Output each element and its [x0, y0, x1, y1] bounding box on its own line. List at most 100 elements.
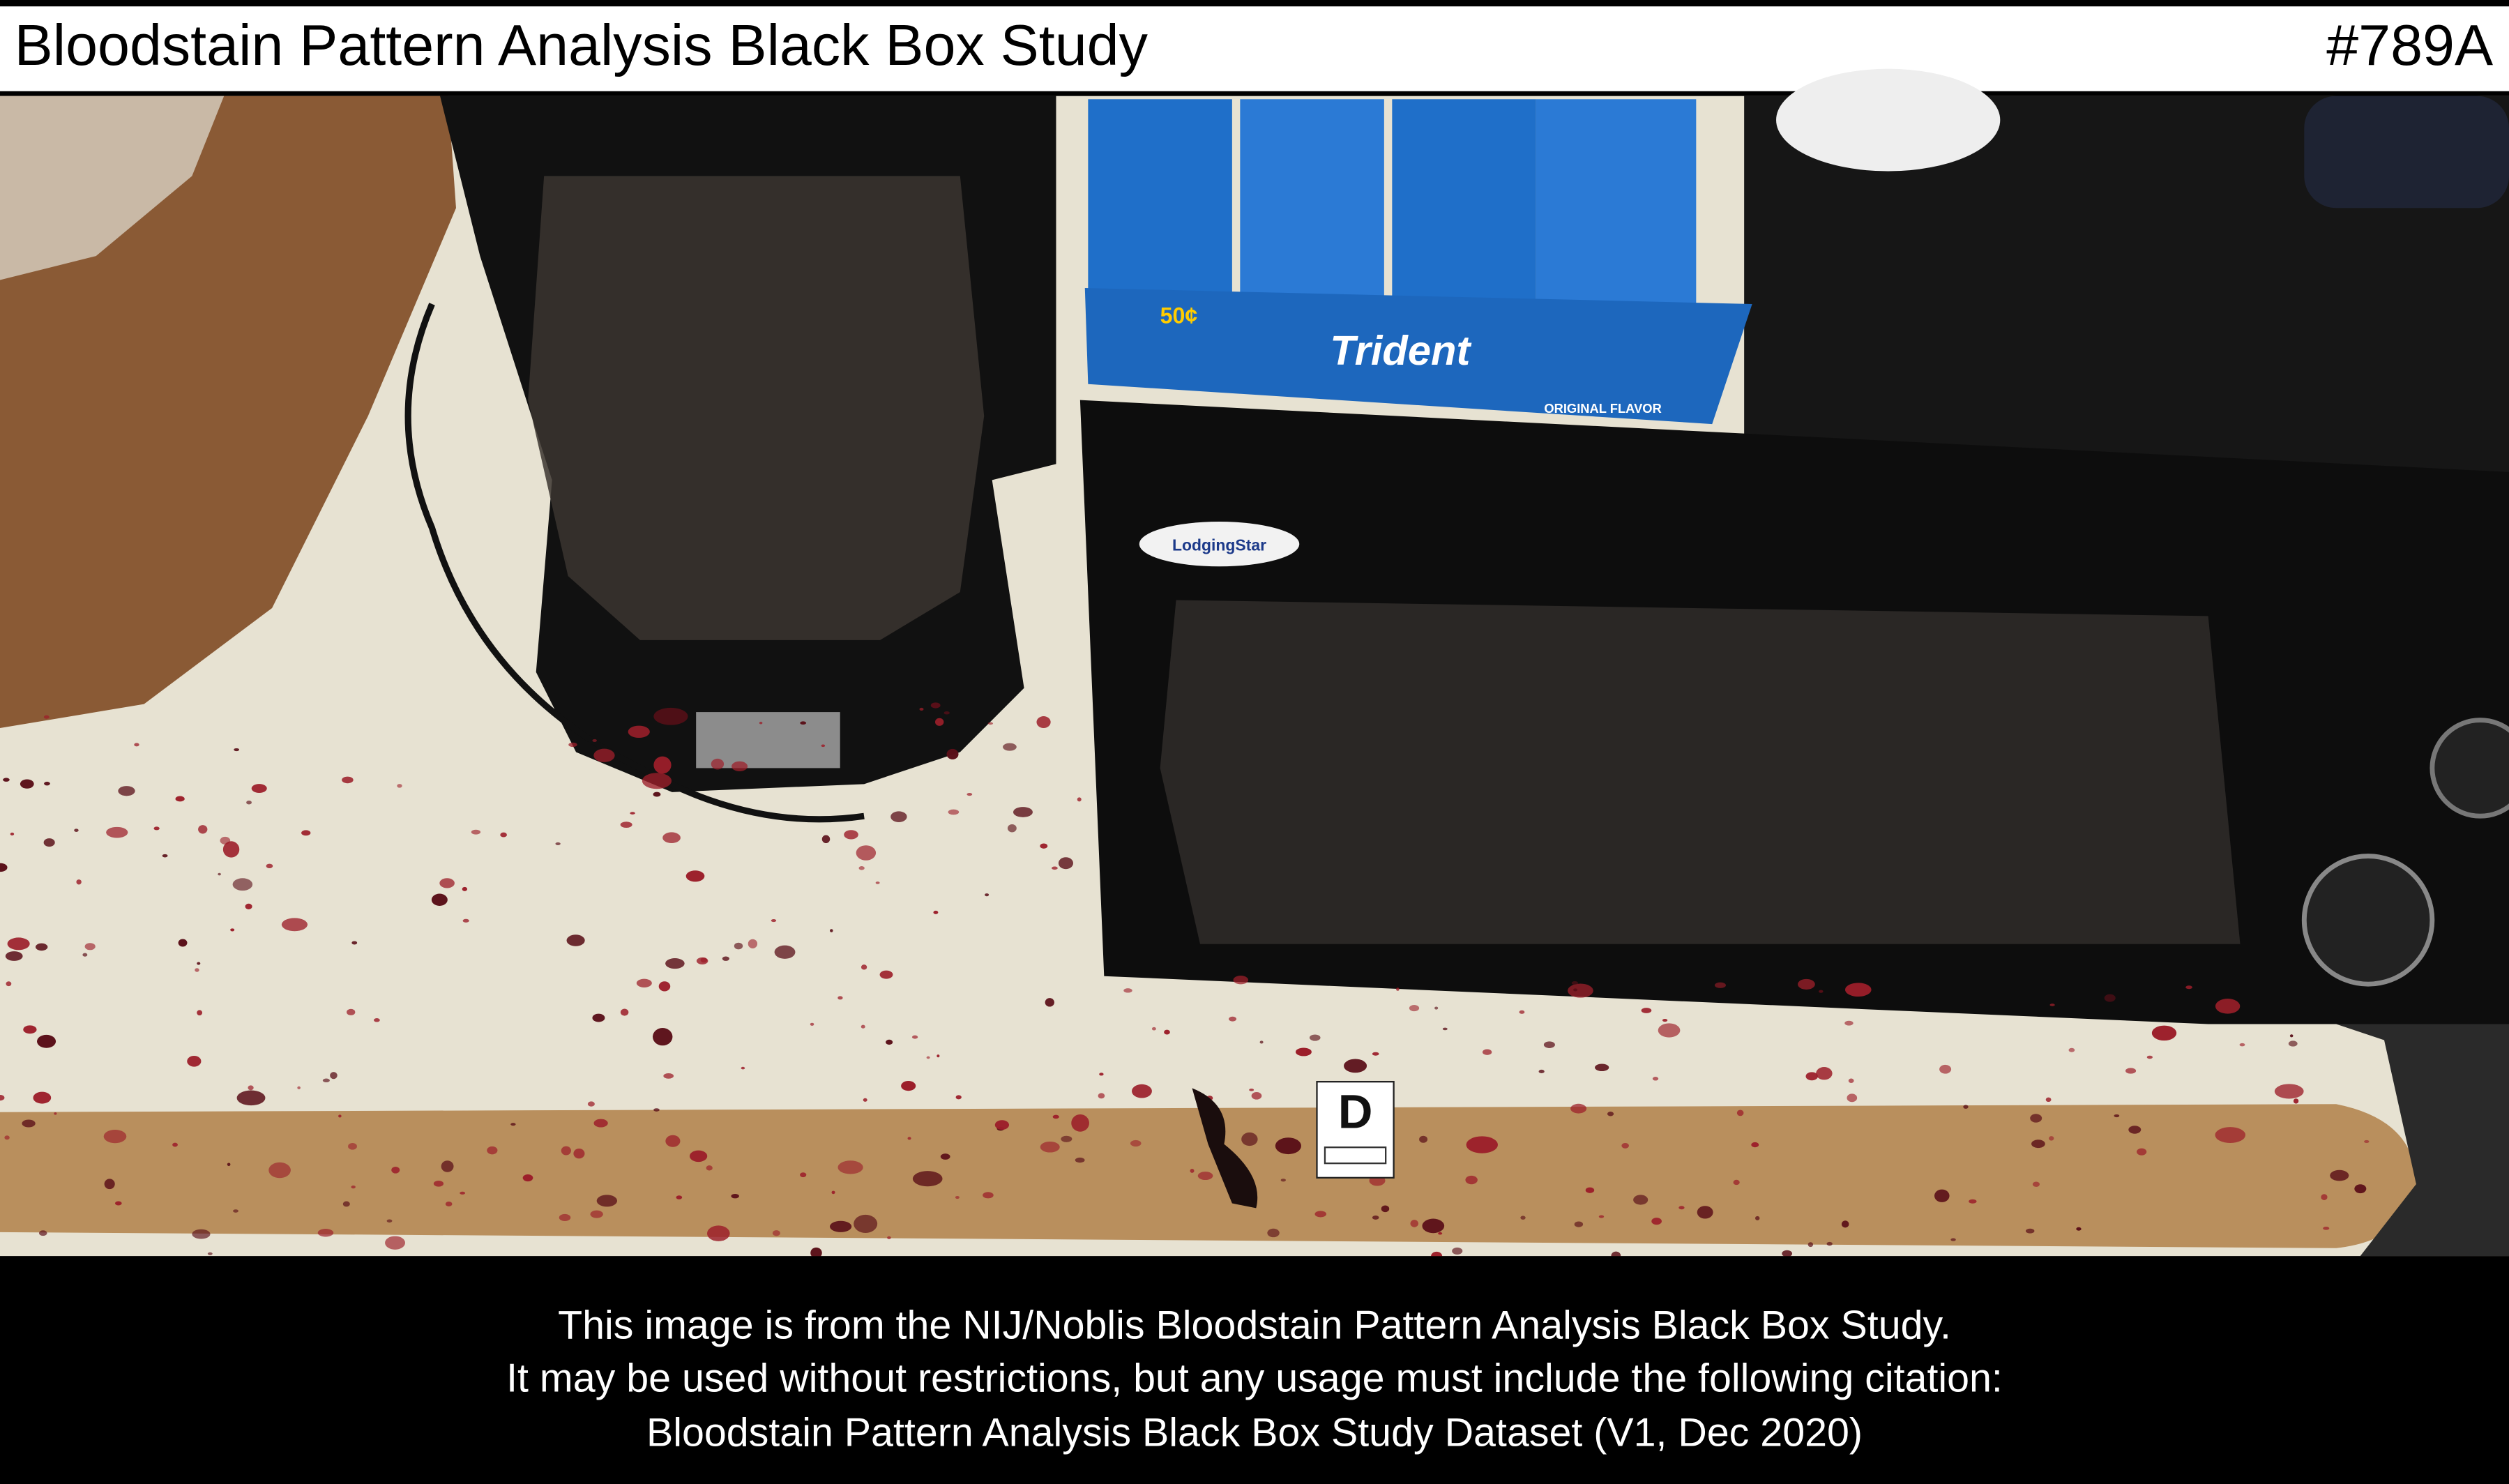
blood-stain: [771, 919, 777, 923]
blood-stain: [2354, 1184, 2367, 1194]
blood-stain: [268, 1162, 291, 1179]
blood-stain: [1934, 1189, 1950, 1202]
blood-stain: [731, 1193, 739, 1199]
blood-stain: [772, 1230, 780, 1236]
blood-stain: [351, 1186, 356, 1189]
blood-stain: [1819, 990, 1824, 993]
blood-stain: [653, 756, 672, 774]
blood-stain: [1573, 988, 1578, 992]
blood-stain: [43, 715, 50, 719]
blood-spatter: [0, 702, 2370, 1261]
blood-stain: [1658, 1023, 1681, 1038]
blood-stain: [103, 1129, 127, 1144]
blood-stain: [1410, 1220, 1418, 1227]
blood-stain: [37, 1034, 56, 1048]
blood-stain: [593, 748, 615, 762]
blood-stain: [391, 1166, 400, 1174]
blood-stain: [76, 879, 82, 885]
blood-stain: [665, 1135, 681, 1147]
blood-stain: [642, 773, 672, 789]
blood-stain: [707, 1225, 730, 1241]
blood-stain: [2185, 985, 2192, 990]
blood-stain: [1309, 1034, 1321, 1041]
blood-stain: [0, 1094, 5, 1101]
blood-stain: [1844, 1020, 1854, 1026]
gum-pack: [1392, 99, 1536, 308]
blood-stain: [1714, 982, 1727, 988]
blood-stain: [1229, 1016, 1237, 1022]
blood-stain: [1040, 1141, 1060, 1153]
blood-stain: [2293, 1098, 2299, 1104]
blood-stain: [2030, 1114, 2042, 1123]
blood-stain: [222, 841, 240, 858]
blood-stain: [2364, 1140, 2370, 1144]
blood-stain: [197, 1010, 203, 1016]
blood-stain: [2289, 1034, 2294, 1038]
blood-stain: [1052, 1114, 1059, 1119]
blood-stain: [948, 809, 960, 815]
brand-badge: [1139, 522, 1300, 567]
blood-stain: [861, 1024, 865, 1029]
blood-stain: [879, 970, 893, 979]
blood-stain: [987, 722, 994, 725]
blood-stain: [837, 996, 843, 1000]
blood-stain: [1950, 1238, 1956, 1241]
blood-stain: [1098, 1093, 1105, 1099]
container: [2304, 96, 2509, 209]
blood-stain: [863, 1098, 867, 1102]
blood-stain: [592, 739, 597, 742]
blood-stain: [2239, 1043, 2245, 1047]
blood-pool: [1192, 1088, 1258, 1209]
blood-stain: [342, 776, 354, 784]
blood-stain: [1816, 1067, 1833, 1080]
footer-line: It may be used without restrictions, but…: [506, 1356, 2003, 1400]
blood-stain: [985, 893, 990, 897]
blood-stain: [347, 1008, 356, 1015]
blood-stain: [689, 1150, 708, 1163]
blood-stain: [886, 1039, 893, 1045]
blood-stain: [1280, 1179, 1286, 1182]
blood-stain: [246, 800, 252, 805]
dial: [2301, 854, 2435, 987]
footer-bar: [0, 1256, 2509, 1484]
blood-stain: [943, 711, 950, 715]
blood-stain: [301, 830, 311, 836]
blood-stain: [230, 928, 235, 932]
blood-stain: [1040, 843, 1048, 849]
carafe: [528, 176, 985, 640]
blood-stain: [2049, 1136, 2054, 1141]
blood-stain: [397, 784, 402, 788]
blood-stain: [1052, 866, 1058, 870]
blood-stain: [2128, 1126, 2142, 1134]
blood-stain: [374, 1018, 380, 1022]
blood-stain: [676, 1195, 683, 1199]
blood-stain: [734, 942, 743, 950]
blood-stain: [930, 702, 941, 709]
blood-stain: [636, 978, 652, 987]
blood-stain: [653, 1108, 660, 1112]
blood-stain: [20, 779, 34, 789]
blood-stain: [1543, 1041, 1555, 1048]
blood-stain: [54, 1112, 57, 1115]
blood-stain: [955, 1095, 962, 1100]
blood-stain: [1538, 1069, 1545, 1073]
blood-stain: [568, 742, 577, 748]
blood-stain: [134, 743, 139, 747]
blood-stain: [33, 1091, 52, 1104]
blood-stain: [234, 748, 240, 752]
blood-stain: [741, 1066, 745, 1070]
blood-stain: [2137, 1148, 2147, 1156]
blood-stain: [1130, 1140, 1142, 1147]
blood-stain: [10, 832, 15, 836]
blood-stain: [1075, 1157, 1085, 1163]
blood-stain: [227, 1163, 231, 1167]
blood-stain: [1807, 1242, 1814, 1248]
blood-stain: [1848, 1078, 1854, 1083]
blood-stain: [4, 1135, 10, 1140]
blood-stain: [195, 968, 199, 972]
blood-stain: [596, 1195, 618, 1207]
blood-stain: [592, 1013, 605, 1022]
blood-stain: [2146, 1055, 2153, 1059]
blood-stain: [856, 845, 877, 861]
blood-stain: [1058, 857, 1074, 870]
